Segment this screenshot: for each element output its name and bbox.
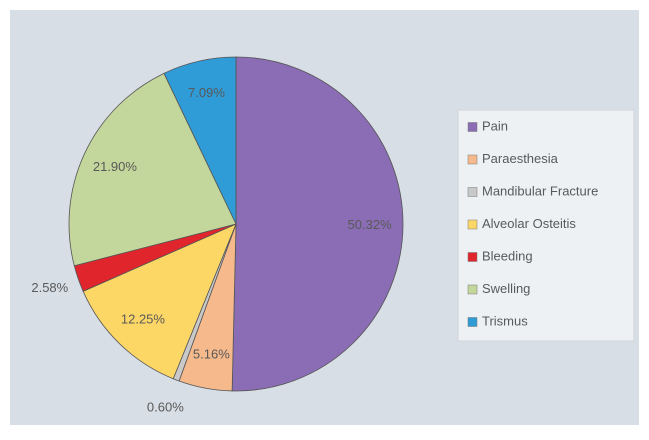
legend-label: Trismus (482, 313, 528, 328)
pie-slice (68, 72, 237, 267)
legend-label: Mandibular Fracture (482, 183, 598, 198)
data-label: 7.09% (188, 85, 225, 100)
legend-swatch (467, 154, 478, 165)
legend-label: Swelling (482, 281, 530, 296)
legend-swatch (467, 317, 478, 327)
legend-label: Pain (482, 118, 508, 133)
data-label: 50.32% (348, 217, 393, 232)
data-label: 21.90% (93, 159, 138, 174)
data-label: 5.16% (193, 347, 230, 362)
data-label: 12.25% (121, 311, 166, 326)
legend-box (457, 109, 635, 342)
legend-swatch (467, 187, 478, 197)
legend-swatch (467, 122, 478, 132)
data-label: 2.58% (31, 280, 68, 295)
data-label: 0.60% (147, 399, 184, 414)
legend-swatch (467, 219, 478, 230)
legend-label: Paraesthesia (482, 151, 559, 166)
pie-slice (231, 56, 404, 392)
pie-slice (163, 56, 237, 225)
legend-label: Alveolar Osteitis (482, 216, 576, 231)
legend-swatch (467, 252, 478, 262)
legend-swatch (467, 284, 478, 295)
pie-slice (82, 223, 237, 380)
legend-label: Bleeding (482, 248, 533, 263)
